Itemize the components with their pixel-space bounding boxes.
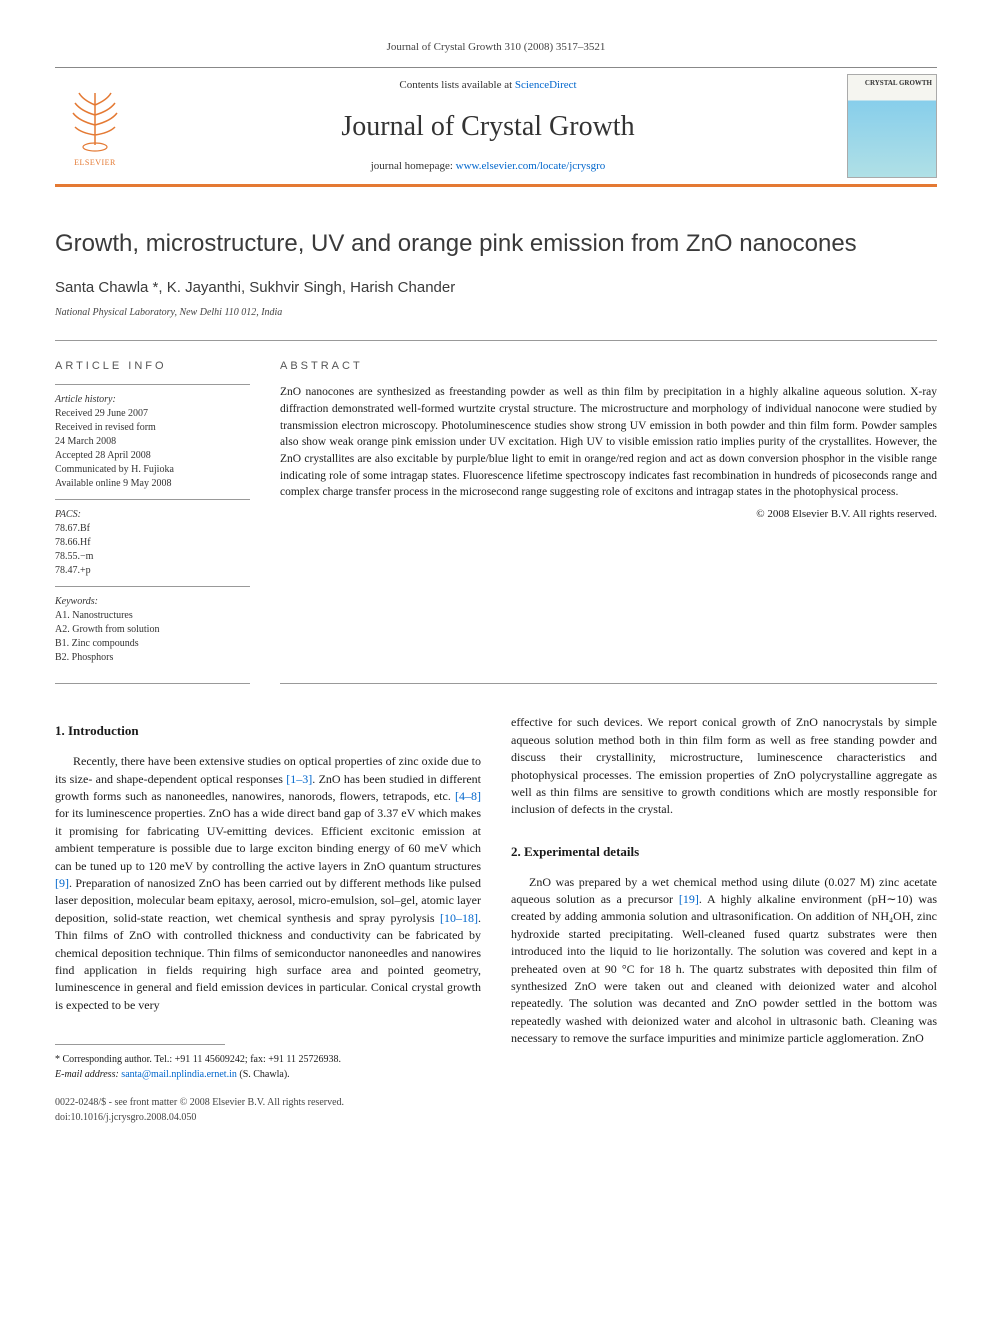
text-run: . A highly alkaline environment (pH∼10) … [511,892,937,1045]
corresponding-author-note: * Corresponding author. Tel.: +91 11 456… [55,1053,481,1082]
reference-link[interactable]: [9] [55,876,69,890]
cover-title: CRYSTAL GROWTH [852,79,932,89]
article-info-sidebar: ARTICLE INFO Article history: Received 2… [55,359,250,684]
journal-cover-thumbnail: CRYSTAL GROWTH [847,74,937,178]
intro-paragraph-1: Recently, there have been extensive stud… [55,753,481,1014]
reference-link[interactable]: [4–8] [455,789,481,803]
publisher-name: ELSEVIER [74,157,116,168]
journal-header-band: ELSEVIER Contents lists available at Sci… [55,67,937,187]
pacs-block: PACS: 78.67.Bf 78.66.Hf 78.55.−m 78.47.+… [55,499,250,578]
sciencedirect-link[interactable]: ScienceDirect [515,79,577,91]
corr-phone-fax: * Corresponding author. Tel.: +91 11 456… [55,1053,481,1068]
intro-paragraph-2: effective for such devices. We report co… [511,714,937,818]
footnote-divider [55,1044,225,1045]
pacs-code: 78.67.Bf [55,522,250,536]
info-abstract-row: ARTICLE INFO Article history: Received 2… [55,340,937,684]
online-date: Available online 9 May 2008 [55,477,250,491]
pacs-code: 78.55.−m [55,550,250,564]
pacs-code: 78.47.+p [55,564,250,578]
experimental-paragraph-1: ZnO was prepared by a wet chemical metho… [511,874,937,1048]
accepted-date: Accepted 28 April 2008 [55,449,250,463]
text-run: . Thin films of ZnO with controlled thic… [55,911,481,1012]
email-label: E-mail address: [55,1069,121,1080]
reference-link[interactable]: [19] [679,892,699,906]
abstract-heading: ABSTRACT [280,359,937,374]
email-suffix: (S. Chawla). [237,1069,290,1080]
pacs-label: PACS: [55,508,250,522]
keywords-block: Keywords: A1. Nanostructures A2. Growth … [55,586,250,665]
header-center: Contents lists available at ScienceDirec… [135,68,841,184]
body-column-right: effective for such devices. We report co… [511,714,937,1125]
contents-prefix: Contents lists available at [399,79,514,91]
contents-available-line: Contents lists available at ScienceDirec… [399,78,576,93]
bottom-meta: 0022-0248/$ - see front matter © 2008 El… [55,1096,481,1125]
reference-link[interactable]: [1–3] [286,772,312,786]
corr-email-link[interactable]: santa@mail.nplindia.ernet.in [121,1069,237,1080]
keyword: A2. Growth from solution [55,623,250,637]
abstract-column: ABSTRACT ZnO nanocones are synthesized a… [280,359,937,684]
journal-homepage-link[interactable]: www.elsevier.com/locate/jcrysgro [456,160,606,172]
article-title: Growth, microstructure, UV and orange pi… [55,227,937,261]
citation-line: Journal of Crystal Growth 310 (2008) 351… [55,40,937,55]
section-heading-intro: 1. Introduction [55,722,481,741]
keywords-label: Keywords: [55,595,250,609]
journal-name: Journal of Crystal Growth [341,107,634,146]
body-column-left: 1. Introduction Recently, there have bee… [55,714,481,1125]
affiliation: National Physical Laboratory, New Delhi … [55,306,937,320]
abstract-copyright: © 2008 Elsevier B.V. All rights reserved… [280,507,937,522]
doi-line: doi:10.1016/j.jcrysgro.2008.04.050 [55,1111,481,1126]
corr-email-line: E-mail address: santa@mail.nplindia.erne… [55,1068,481,1083]
elsevier-tree-icon [65,85,125,155]
front-matter-line: 0022-0248/$ - see front matter © 2008 El… [55,1096,481,1111]
keyword: A1. Nanostructures [55,609,250,623]
history-label: Article history: [55,393,250,407]
author-list: Santa Chawla *, K. Jayanthi, Sukhvir Sin… [55,277,937,298]
keyword: B1. Zinc compounds [55,637,250,651]
keyword: B2. Phosphors [55,651,250,665]
article-history-block: Article history: Received 29 June 2007 R… [55,384,250,491]
text-run: . Preparation of nanosized ZnO has been … [55,876,481,925]
journal-homepage-line: journal homepage: www.elsevier.com/locat… [371,159,606,174]
body-two-column: 1. Introduction Recently, there have bee… [55,714,937,1125]
section-heading-experimental: 2. Experimental details [511,843,937,862]
article-info-heading: ARTICLE INFO [55,359,250,374]
author-names: Santa Chawla *, K. Jayanthi, Sukhvir Sin… [55,279,455,296]
reference-link[interactable]: [10–18] [440,911,478,925]
text-run: for its luminescence properties. ZnO has… [55,806,481,872]
communicated-by: Communicated by H. Fujioka [55,463,250,477]
received-date: Received 29 June 2007 [55,407,250,421]
homepage-prefix: journal homepage: [371,160,456,172]
revised-line-1: Received in revised form [55,421,250,435]
pacs-code: 78.66.Hf [55,536,250,550]
revised-line-2: 24 March 2008 [55,435,250,449]
abstract-text: ZnO nanocones are synthesized as freesta… [280,384,937,501]
publisher-logo: ELSEVIER [55,68,135,184]
